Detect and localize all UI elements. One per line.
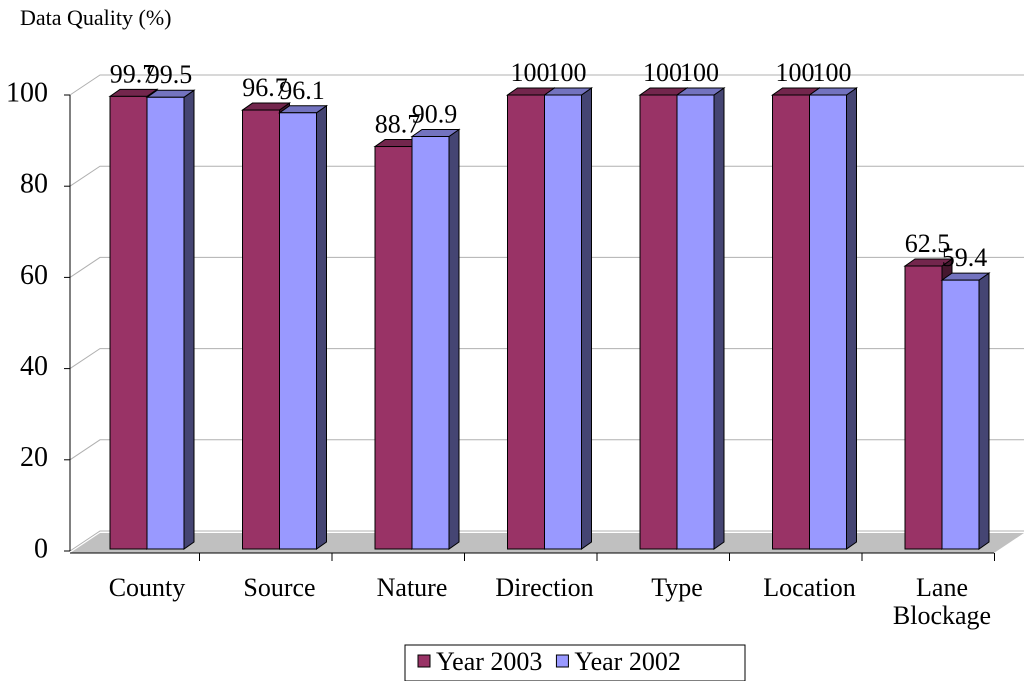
- y-tick-label: 20: [20, 442, 48, 473]
- value-label: 100: [548, 58, 587, 87]
- bar-front: [941, 279, 980, 550]
- value-label: 100: [680, 58, 719, 87]
- x-tick-label: Source: [243, 573, 316, 602]
- value-label: 100: [643, 58, 682, 87]
- bar-front: [544, 94, 582, 550]
- bar-front: [809, 94, 847, 550]
- value-label: 62.5: [905, 229, 951, 258]
- legend-label: Year 2003: [436, 647, 542, 676]
- legend-swatch: [555, 654, 569, 668]
- value-label: 59.4: [942, 243, 988, 272]
- bar-side: [316, 104, 327, 550]
- x-tick-label: Location: [763, 573, 856, 602]
- bar-front: [639, 94, 678, 550]
- bar-side: [448, 128, 460, 550]
- value-label: 99.7: [110, 59, 156, 88]
- bar: [410, 128, 461, 550]
- value-label: 96.1: [279, 76, 325, 105]
- x-tick-label: Direction: [495, 573, 594, 602]
- bar: [145, 89, 196, 550]
- bar-front: [109, 95, 148, 550]
- bar-front: [676, 94, 715, 550]
- bar-side: [713, 87, 725, 550]
- bar-side: [846, 87, 857, 550]
- bar-front: [772, 94, 810, 550]
- bar-side: [581, 87, 592, 550]
- bar-front: [242, 109, 280, 550]
- y-tick-label: 80: [20, 169, 48, 200]
- value-label: 100: [813, 58, 852, 87]
- bar: [542, 87, 594, 550]
- value-label: 88.7: [375, 109, 421, 138]
- bar-front: [146, 96, 185, 550]
- value-label: 96.7: [242, 73, 288, 102]
- bar-front: [374, 146, 413, 550]
- bar: [675, 87, 726, 550]
- bar: [277, 104, 329, 550]
- y-tick-label: 60: [20, 260, 48, 291]
- grid-line: [69, 74, 1024, 96]
- bar-front: [904, 265, 943, 550]
- bar-side: [183, 89, 195, 550]
- y-tick-label: 100: [6, 77, 48, 108]
- legend-swatch: [417, 654, 431, 668]
- x-tick-label: Lane Blockage: [892, 573, 992, 630]
- bar-front: [507, 94, 545, 550]
- legend: Year 2003 Year 2002: [404, 644, 746, 681]
- x-tick-label: Type: [651, 573, 703, 602]
- value-label: 100: [511, 58, 550, 87]
- legend-label: Year 2002: [574, 647, 680, 676]
- value-label: 100: [776, 58, 815, 87]
- x-tick-label: Nature: [376, 573, 448, 602]
- bar-front: [411, 135, 450, 550]
- x-tick-label: County: [108, 573, 186, 602]
- value-label: 99.5: [147, 60, 193, 89]
- chart-title: Data Quality (%): [20, 5, 172, 30]
- bar-side: [978, 272, 990, 550]
- bar: [807, 87, 859, 550]
- bar-front: [279, 112, 317, 550]
- legend-box: [404, 644, 746, 681]
- y-tick-label: 0: [34, 533, 48, 564]
- value-label: 90.9: [412, 99, 458, 128]
- bar: [940, 272, 991, 550]
- y-tick-label: 40: [20, 351, 48, 382]
